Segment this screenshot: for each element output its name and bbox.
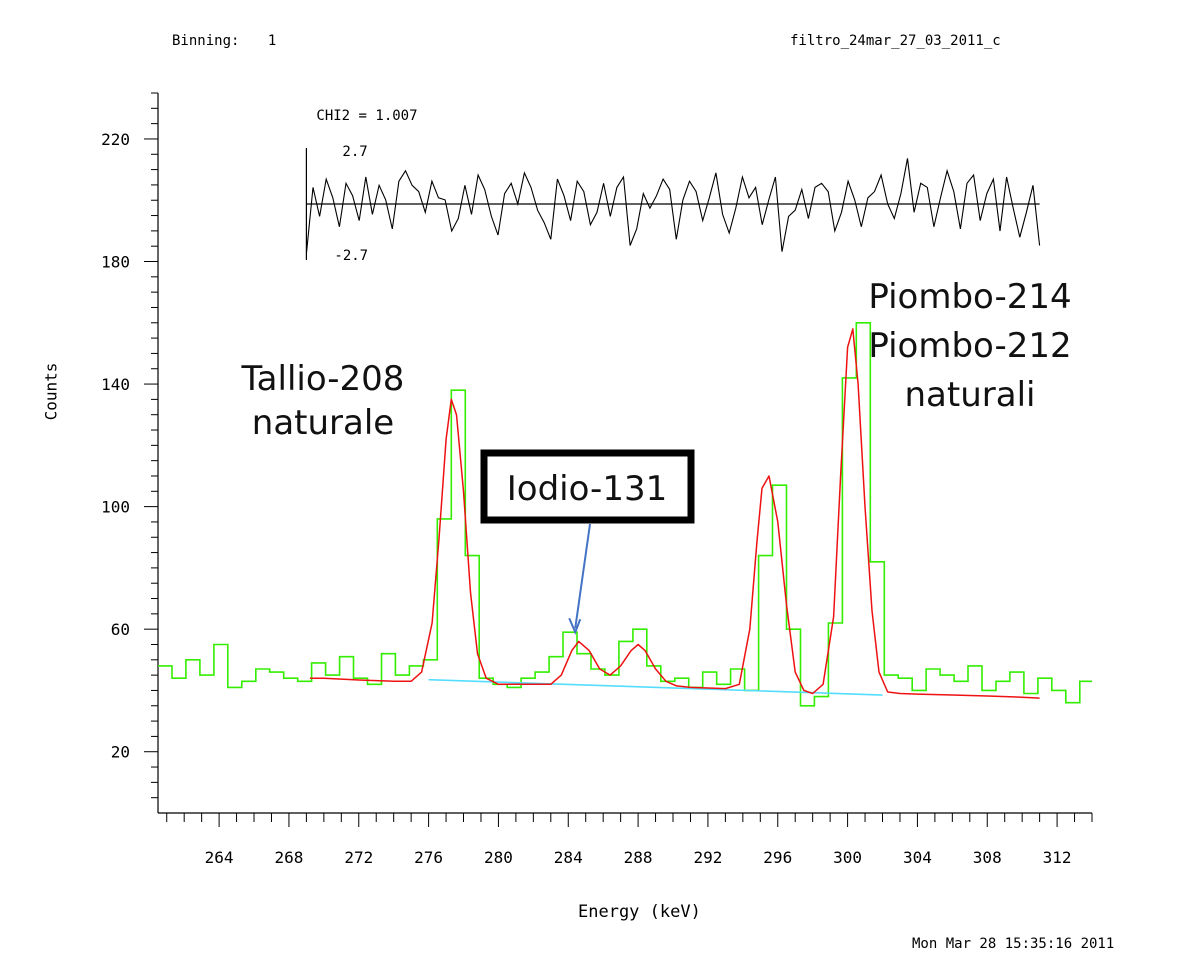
annotation-iodio-131: Iodio-131	[507, 469, 667, 509]
y-tick-label: 60	[111, 620, 130, 639]
x-tick-label: 292	[693, 848, 722, 867]
binning-value: 1	[267, 33, 277, 49]
fit-curve	[309, 328, 1040, 699]
x-tick-label: 276	[414, 848, 443, 867]
y-tick-label: 180	[101, 253, 130, 272]
annotation-arrow-head	[568, 617, 582, 635]
spectrum-histogram	[158, 322, 1092, 707]
annotation-tallio-208: Tallio-208	[241, 359, 405, 399]
x-tick-label: 300	[833, 848, 862, 867]
x-tick-label: 288	[624, 848, 653, 867]
residual-upper-label: 2.7	[342, 144, 367, 160]
y-tick-label: 220	[101, 130, 130, 149]
background-baseline	[428, 678, 883, 696]
filename-label: filtro_24mar_27_03_2011_c	[790, 33, 1001, 49]
binning-label-text: Binning:	[172, 33, 240, 49]
annotation-arrow	[574, 523, 591, 629]
x-tick-label: 264	[205, 848, 234, 867]
residual-lower-label: -2.7	[334, 248, 368, 264]
x-tick-label: 296	[763, 848, 792, 867]
y-tick-label: 100	[101, 498, 130, 517]
x-tick-label: 280	[484, 848, 513, 867]
x-tick-label: 272	[344, 848, 373, 867]
binning-label: Binning: 1	[172, 33, 276, 49]
chi2-label: CHI2 = 1.007	[316, 108, 417, 124]
timestamp-label: Mon Mar 28 15:35:16 2011	[912, 936, 1115, 952]
residual-line	[305, 158, 1041, 254]
x-tick-label: 304	[903, 848, 932, 867]
x-axis-label: Energy (keV)	[578, 902, 701, 922]
annotation-iodio-box	[480, 449, 695, 524]
annotation-piombo: naturali	[905, 375, 1036, 415]
annotation-piombo: Piombo-212	[868, 326, 1071, 366]
x-tick-label: 308	[973, 848, 1002, 867]
x-tick-label: 284	[554, 848, 583, 867]
x-tick-label: 268	[274, 848, 303, 867]
y-tick-label: 140	[101, 375, 130, 394]
x-tick-label: 312	[1043, 848, 1072, 867]
annotation-piombo: Piombo-214	[868, 277, 1071, 317]
y-tick-label: 20	[111, 743, 130, 762]
annotation-tallio-208: naturale	[252, 403, 394, 443]
